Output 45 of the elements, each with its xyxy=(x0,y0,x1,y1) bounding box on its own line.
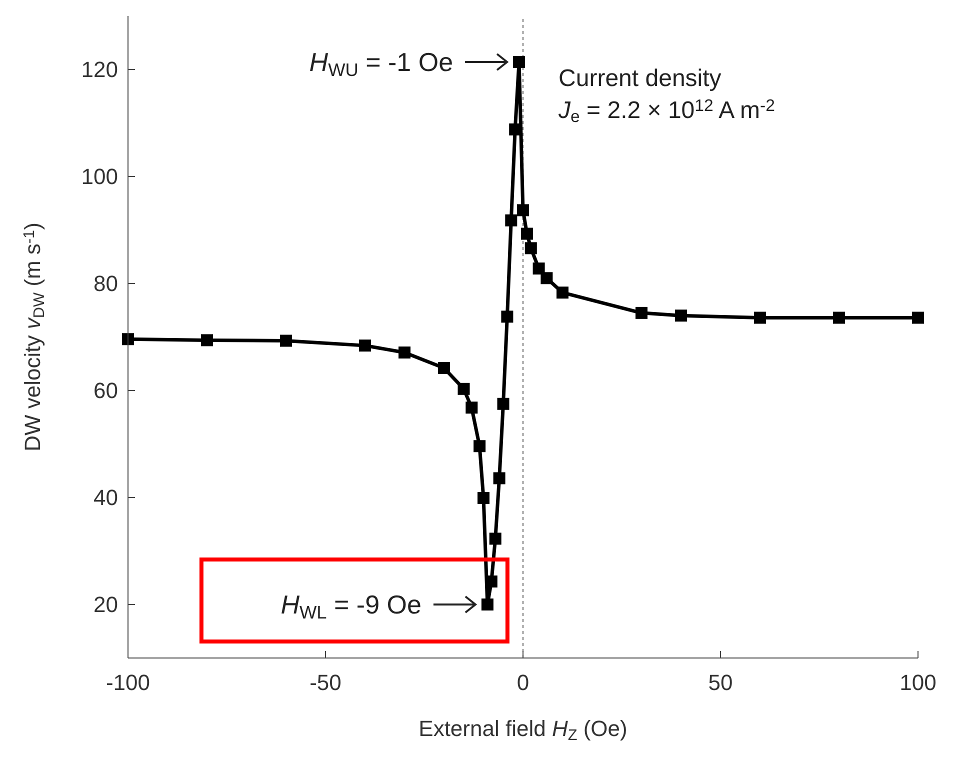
point xyxy=(754,312,766,324)
x-tick-label: 0 xyxy=(516,670,530,695)
x-axis-title: External field H$_{Z}$ (Oe) xyxy=(418,716,628,744)
point xyxy=(493,472,506,484)
x-tick-label: 100 xyxy=(900,670,936,695)
point xyxy=(505,214,518,226)
point xyxy=(912,312,924,324)
point xyxy=(466,402,478,414)
y-tick-label: 60 xyxy=(94,378,118,404)
y-tick-label: 100 xyxy=(81,164,118,190)
point xyxy=(280,334,292,347)
point xyxy=(524,242,537,254)
point xyxy=(497,398,510,410)
annotation: H$_{WL}$ = -9 Oe xyxy=(280,590,422,622)
point xyxy=(201,334,213,346)
point xyxy=(520,228,533,240)
annotation: H$_{WU}$ = -1 Oe xyxy=(309,47,454,80)
point xyxy=(501,310,514,323)
point xyxy=(359,340,371,352)
point xyxy=(489,532,502,545)
point xyxy=(438,362,450,374)
y-tick-label: 120 xyxy=(81,57,118,82)
point xyxy=(481,598,494,610)
point xyxy=(458,382,470,395)
annotation: J$_{e}$ = 2.2 × 10$^{12}$ A m$^{-2}$ xyxy=(558,96,775,126)
point xyxy=(398,346,410,359)
y-tick-label: 20 xyxy=(94,592,118,618)
point xyxy=(556,286,568,299)
point xyxy=(485,575,498,588)
point xyxy=(517,204,529,216)
x-tick-label: -100 xyxy=(106,670,150,695)
point xyxy=(478,492,490,504)
point xyxy=(532,262,545,275)
x-tick-label: -50 xyxy=(310,670,342,695)
x-tick-label: 50 xyxy=(708,670,733,695)
point xyxy=(474,440,486,452)
point xyxy=(122,333,134,346)
point xyxy=(833,312,845,324)
y-tick-label: 40 xyxy=(94,485,118,510)
annotation: Current density xyxy=(558,65,722,92)
y-tick-label: 80 xyxy=(94,271,118,296)
point xyxy=(636,306,648,319)
point xyxy=(675,310,687,322)
point xyxy=(513,56,526,68)
point xyxy=(540,272,553,284)
